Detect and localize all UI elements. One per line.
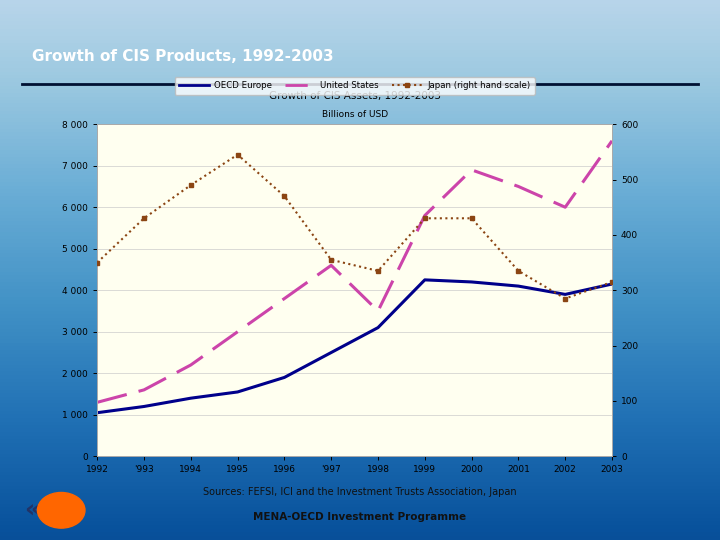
Text: «: « [24, 498, 40, 522]
Text: Growth of CIS Products, 1992-2003: Growth of CIS Products, 1992-2003 [32, 49, 334, 64]
Circle shape [37, 492, 85, 528]
Text: Billions of USD: Billions of USD [322, 110, 387, 119]
Legend: OECD Europe, United States, Japan (right hand scale): OECD Europe, United States, Japan (right… [174, 77, 535, 94]
Text: Growth of CIS Assets, 1992-2003: Growth of CIS Assets, 1992-2003 [269, 91, 441, 101]
Text: MENA-OECD Investment Programme: MENA-OECD Investment Programme [253, 512, 467, 522]
Text: Sources: FEFSI, ICI and the Investment Trusts Association, Japan: Sources: FEFSI, ICI and the Investment T… [203, 488, 517, 497]
